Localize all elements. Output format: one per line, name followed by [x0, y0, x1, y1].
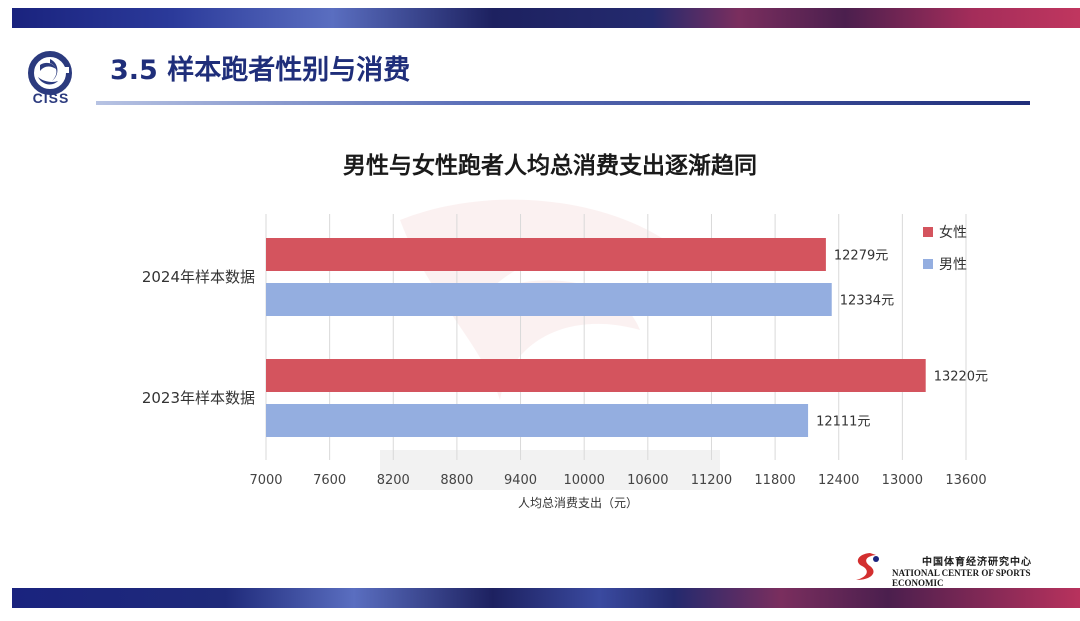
footer-org-cn: 中国体育经济研究中心 — [922, 557, 1032, 568]
x-tick-label: 11200 — [691, 473, 732, 488]
x-tick-label: 10600 — [627, 473, 668, 488]
ciss-logo — [28, 51, 72, 95]
category-label: 2023年样本数据 — [142, 389, 255, 407]
bar-female — [266, 359, 926, 392]
x-tick-label: 8200 — [377, 473, 410, 488]
chart-title: 男性与女性跑者人均总消费支出逐渐趋同 — [343, 153, 757, 179]
bar-value-label: 13220元 — [934, 370, 988, 385]
bar-male — [266, 404, 809, 437]
footer-org-en: NATIONAL CENTER OF SPORTS ECONOMIC — [892, 568, 1031, 588]
header-decor-band — [12, 8, 1080, 28]
ncse-logo — [856, 553, 879, 580]
category-label: 2024年样本数据 — [142, 268, 255, 286]
legend-swatch — [923, 227, 933, 237]
x-tick-label: 7600 — [313, 473, 346, 488]
title-underline — [96, 101, 1030, 105]
x-tick-label: 9400 — [504, 473, 537, 488]
bar-female — [266, 238, 826, 271]
logo-text: CISS — [32, 90, 70, 106]
bar-value-label: 12111元 — [816, 415, 870, 430]
x-tick-label: 8800 — [440, 473, 473, 488]
bar-value-label: 12334元 — [840, 294, 894, 309]
page-title: 3.5 样本跑者性别与消费 — [110, 55, 411, 86]
footer-decor-band — [12, 588, 1080, 608]
bar-value-label: 12279元 — [834, 249, 888, 264]
legend-swatch — [923, 259, 933, 269]
bar-male — [266, 283, 832, 316]
x-tick-label: 10000 — [564, 473, 605, 488]
x-tick-label: 7000 — [249, 473, 282, 488]
x-tick-label: 12400 — [818, 473, 859, 488]
x-tick-label: 11800 — [754, 473, 795, 488]
legend-label: 女性 — [939, 224, 967, 241]
x-tick-label: 13600 — [945, 473, 986, 488]
x-axis-label: 人均总消费支出（元） — [518, 496, 638, 510]
x-tick-label: 13000 — [882, 473, 923, 488]
legend-label: 男性 — [939, 257, 967, 273]
